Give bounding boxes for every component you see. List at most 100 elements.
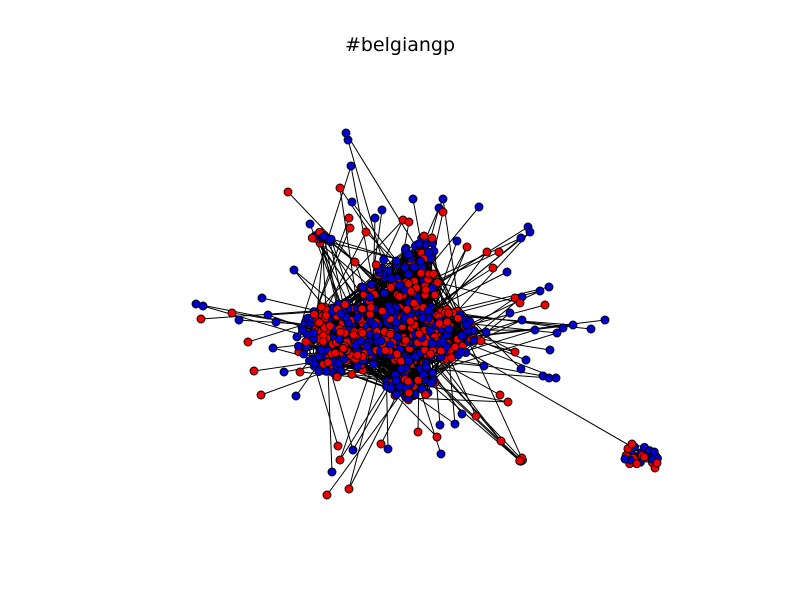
graph-node-red xyxy=(361,227,371,237)
graph-node-blue xyxy=(545,345,555,355)
graph-node-red xyxy=(323,357,333,367)
graph-node-red xyxy=(495,390,505,400)
graph-node-red xyxy=(249,366,259,376)
graph-node-blue xyxy=(404,269,413,279)
graph-node-blue xyxy=(326,234,336,244)
graph-node-blue xyxy=(452,236,462,246)
graph-node-red xyxy=(321,311,331,320)
graph-node-blue xyxy=(391,318,401,328)
graph-node-red xyxy=(409,298,419,308)
graph-node-blue xyxy=(268,343,278,353)
graph-node-blue xyxy=(271,317,281,327)
graph-node-blue xyxy=(436,449,446,459)
graph-node-blue xyxy=(600,315,610,325)
graph-node-blue xyxy=(305,219,315,229)
graph-node-blue xyxy=(481,327,491,337)
graph-node-blue xyxy=(502,267,512,277)
graph-node-red xyxy=(413,427,423,437)
graph-edge xyxy=(420,367,550,379)
graph-node-red xyxy=(404,279,413,289)
graph-node-blue xyxy=(386,383,396,393)
graph-node-red xyxy=(352,350,362,360)
graph-node-blue xyxy=(362,341,372,351)
graph-edge xyxy=(472,329,516,353)
graph-node-red xyxy=(377,306,387,316)
graph-node-blue xyxy=(327,467,337,477)
graph-node-red xyxy=(419,231,429,241)
graph-node-blue xyxy=(409,262,419,272)
graph-node-blue xyxy=(438,194,448,204)
graph-node-blue xyxy=(365,292,375,302)
graph-node-blue xyxy=(314,367,324,376)
graph-node-red xyxy=(515,456,525,466)
graph-node-blue xyxy=(404,250,414,260)
graph-node-red xyxy=(227,308,237,318)
graph-node-red xyxy=(405,316,415,326)
graph-node-blue xyxy=(421,362,431,372)
graph-node-blue xyxy=(293,341,303,351)
graph-node-red xyxy=(403,376,413,386)
graph-node-blue xyxy=(525,227,535,237)
graph-node-red xyxy=(243,337,253,347)
graph-node-blue xyxy=(552,328,562,338)
graph-node-red xyxy=(395,292,404,301)
graph-node-blue xyxy=(435,420,445,430)
graph-edge xyxy=(326,353,431,496)
graph-node-blue xyxy=(379,288,389,298)
graph-node-red xyxy=(421,390,431,400)
graph-node-blue xyxy=(198,301,208,311)
graph-node-red xyxy=(404,388,414,398)
graph-node-blue xyxy=(400,263,410,272)
graph-node-blue xyxy=(423,247,433,257)
graph-node-blue xyxy=(393,332,402,341)
graph-node-blue xyxy=(395,280,404,290)
graph-edge xyxy=(420,352,523,461)
graph-node-red xyxy=(404,217,414,227)
graph-node-red xyxy=(318,336,328,346)
graph-node-red xyxy=(632,459,642,469)
graph-edge xyxy=(421,238,523,459)
graph-node-red xyxy=(416,268,426,278)
graph-node-blue xyxy=(317,345,326,355)
graph-node-blue xyxy=(456,347,466,357)
graph-node-blue xyxy=(457,331,467,341)
graph-node-red xyxy=(496,436,506,446)
graph-node-blue xyxy=(521,355,531,365)
graph-node-blue xyxy=(530,325,540,335)
graph-node-red xyxy=(322,490,332,500)
graph-node-red xyxy=(309,309,319,319)
graph-node-blue xyxy=(558,323,568,333)
graph-node-red xyxy=(503,397,513,407)
graph-node-blue xyxy=(418,313,427,323)
graph-node-red xyxy=(421,285,431,295)
graph-node-blue xyxy=(346,161,356,171)
graph-node-blue xyxy=(334,334,344,344)
graph-node-blue xyxy=(298,325,308,335)
graph-node-red xyxy=(385,329,395,339)
graph-edge xyxy=(352,382,393,451)
graph-node-red xyxy=(453,313,463,323)
graph-node-red xyxy=(381,346,390,355)
graph-node-blue xyxy=(279,367,289,377)
graph-node-red xyxy=(349,330,359,340)
graph-node-red xyxy=(330,348,340,358)
graph-node-blue xyxy=(568,320,578,330)
graph-node-red xyxy=(432,432,442,442)
graph-node-red xyxy=(482,247,492,257)
graph-node-blue xyxy=(358,282,368,292)
graph-node-blue xyxy=(356,336,366,346)
graph-node-red xyxy=(515,298,525,308)
graph-node-red xyxy=(402,305,412,314)
graph-node-blue xyxy=(649,447,659,457)
graph-node-red xyxy=(450,342,460,352)
graph-node-blue xyxy=(334,359,344,368)
graph-node-red xyxy=(471,411,481,421)
graph-node-red xyxy=(425,349,435,359)
graph-node-blue xyxy=(319,232,329,241)
graph-node-red xyxy=(307,233,317,243)
graph-node-blue xyxy=(391,390,401,399)
graph-node-blue xyxy=(348,445,358,455)
graph-node-red xyxy=(340,300,350,310)
graph-node-blue xyxy=(292,332,302,342)
graph-node-blue xyxy=(423,305,433,315)
